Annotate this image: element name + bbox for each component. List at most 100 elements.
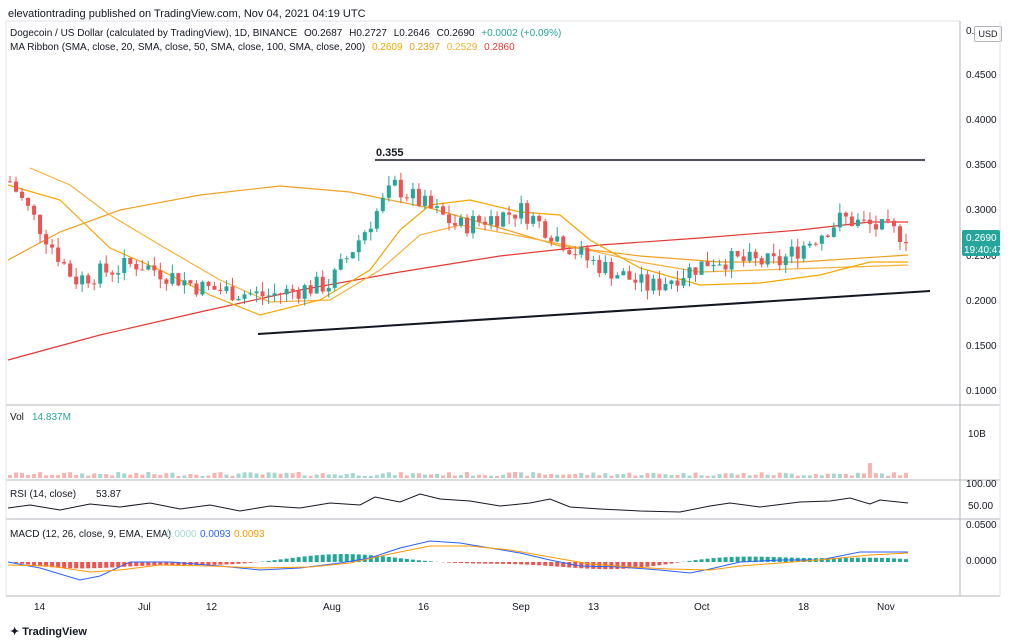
volume-bar [831, 473, 836, 478]
candle-body [801, 245, 806, 259]
volume-bar [392, 475, 397, 478]
price-axis[interactable]: 0. 0.4500 0.4000 0.3500 0.3000 0.2500 0.… [962, 26, 1003, 397]
volume-bar [825, 473, 830, 478]
candle-body [218, 289, 223, 292]
macd-histogram-bar [537, 562, 542, 566]
volume-bar [152, 474, 157, 478]
current-price-badge [962, 230, 1000, 256]
macd-histogram-bar [879, 557, 884, 562]
candle-body [561, 236, 566, 251]
time-axis[interactable]: 14 Jul 12 Aug 16 Sep 13 Oct 18 Nov [34, 602, 895, 613]
candle-body [434, 206, 439, 208]
volume-bar [663, 474, 668, 478]
currency-button[interactable]: USD [974, 26, 1002, 42]
candle-body [392, 179, 397, 186]
candle-body [843, 212, 848, 217]
trendlines[interactable]: 0.355 [257, 147, 931, 335]
volume-bar [741, 472, 746, 478]
ma200-value: 0.2860 [484, 42, 515, 53]
macd-histogram-bar [296, 557, 301, 562]
macd-histogram-bar [104, 562, 109, 568]
macd-histogram-bar [248, 562, 253, 563]
macd-histogram-bar [669, 562, 674, 564]
candle-body [483, 221, 488, 225]
macd-histogram-bar [904, 559, 908, 562]
candle-body [338, 259, 343, 270]
macd-histogram-bar [86, 562, 91, 569]
candle-body [140, 269, 145, 271]
candle-body [284, 288, 289, 295]
volume-bar [140, 474, 145, 478]
macd-histogram-bar [152, 562, 157, 566]
price-tick: 0.1000 [966, 386, 997, 397]
candle-body [212, 286, 217, 290]
symbol-name[interactable]: Dogecoin / US Dollar (calculated by Trad… [10, 28, 298, 39]
rsi-label: RSI (14, close) [10, 489, 76, 500]
volume-bar [14, 472, 19, 478]
macd-histogram-bar [278, 559, 283, 562]
volume-bar [176, 475, 181, 478]
volume-bar [50, 474, 55, 478]
candle-body [747, 251, 752, 261]
macd-histogram-bar [483, 562, 488, 564]
macd-histogram-bar [555, 562, 560, 567]
candle-body [278, 293, 283, 295]
candle-body [795, 246, 800, 259]
volume-bar [440, 475, 445, 478]
macd-histogram-bar [591, 562, 596, 569]
volume-bar [74, 475, 79, 478]
macd-histogram-bar [825, 558, 830, 562]
candle-body [783, 256, 788, 266]
candle-body [266, 295, 271, 297]
macd-histogram-bar [459, 562, 464, 564]
macd-histogram-bar [230, 562, 235, 565]
macd-histogram-bar [561, 562, 566, 568]
price-tick: 0.3000 [966, 205, 997, 216]
volume-bar [771, 475, 776, 478]
candle-body [146, 265, 151, 270]
macd-histogram-bar [290, 557, 295, 562]
volume-bar [531, 472, 536, 478]
volume-bar [717, 474, 722, 478]
macd-histogram-bar [56, 562, 61, 568]
candle-body [68, 263, 73, 277]
volume-bar [158, 474, 163, 478]
macd-histogram-bar [753, 556, 758, 562]
candle-body [681, 278, 686, 286]
candle-body [20, 191, 25, 198]
ma-ribbon-title[interactable]: MA Ribbon (SMA, close, 20, SMA, close, 5… [10, 42, 366, 53]
macd-hist-value: 0.0000 [166, 529, 197, 540]
candle-body [675, 280, 680, 286]
volume-bar [200, 475, 205, 478]
volume-bar [68, 472, 73, 478]
candle-body [904, 241, 908, 244]
time-tick: Oct [694, 602, 710, 613]
macd-histogram-bar [422, 560, 427, 562]
macd-histogram-bar [146, 562, 151, 566]
volume-bar [290, 473, 295, 478]
volume-bar [699, 475, 704, 478]
candle-body [86, 275, 91, 284]
macd-histogram-bar [717, 557, 722, 562]
macd-histogram-bar [741, 556, 746, 562]
macd-histogram-bar [579, 562, 584, 569]
candle-body [272, 293, 277, 296]
ohlc-change: +0.0002 (+0.09%) [481, 28, 562, 39]
macd-histogram-bar [206, 562, 211, 565]
macd-histogram-bar [344, 554, 349, 562]
volume-bar [711, 475, 716, 478]
volume-bar [513, 472, 518, 478]
macd-histogram-bar [507, 562, 512, 564]
candle-body [56, 247, 61, 262]
volume-bar [891, 472, 896, 478]
candle-body [152, 265, 157, 271]
macd-histogram-bar [44, 562, 49, 567]
candle-body [765, 253, 770, 265]
macd-histogram-bar [597, 562, 602, 570]
candle-body [128, 257, 133, 265]
volume-bar [446, 472, 451, 478]
volume-bar [398, 472, 403, 478]
macd-histogram-bar [374, 555, 379, 562]
macd-histogram-bar [747, 556, 752, 562]
